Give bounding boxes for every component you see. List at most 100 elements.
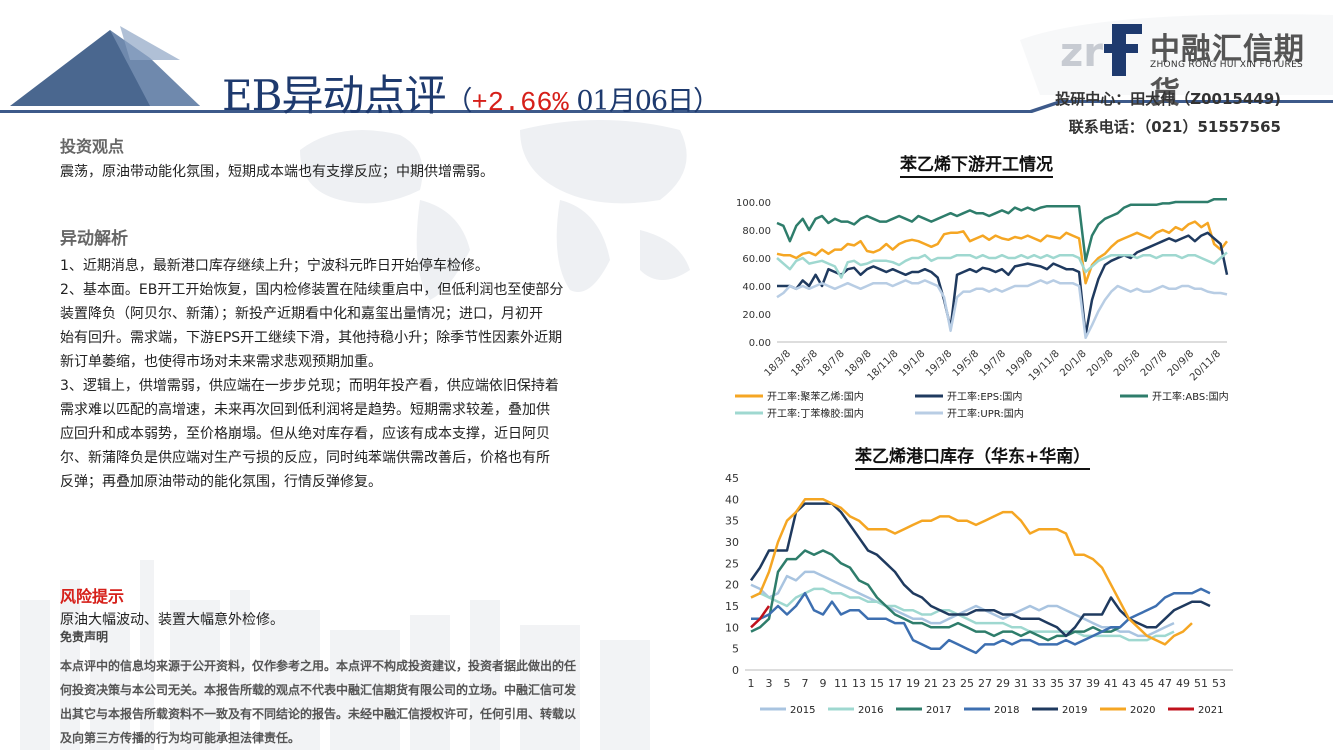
chart1-series-line [776, 279, 1228, 340]
chart2-xtick-label: 43 [1122, 677, 1136, 690]
chart1-xtick-label: 18/7/8 [816, 348, 847, 379]
title-close-paren: ） [693, 86, 720, 117]
risk-text: 原油大幅波动、装置大幅意外检修。 [60, 612, 284, 628]
chart1-ytick-label: 80.00 [742, 226, 771, 237]
view-heading: 投资观点 [60, 137, 125, 156]
chart2-ytick-label: 30 [725, 536, 739, 549]
title-date: 01月06日 [569, 86, 694, 117]
chart2-xtick-label: 15 [870, 677, 884, 690]
chart2-xtick-label: 21 [924, 677, 938, 690]
chart2-ytick-label: 20 [725, 579, 739, 592]
chart2-xtick-label: 9 [820, 677, 827, 690]
view-text: 震荡，原油带动能化氛围，短期成本端也有支撑反应；中期供增需弱。 [60, 164, 494, 180]
analysis-line: 反弹；再叠加原油带动的能化氛围，行情反弹修复。 [60, 474, 382, 490]
disclaimer-line: 出其它与本报告所载资料不一致及有不同结论的报告。未经中融汇信授权许可，任何引用、… [60, 707, 577, 721]
chart2-series-line [749, 502, 1211, 638]
analysis-line: 1、近期消息，最新港口库存继续上升；宁波科元昨日开始停车检修。 [60, 258, 489, 274]
chart1-xtick-label: 19/5/8 [951, 348, 982, 379]
chart1-xtick-label: 19/3/8 [924, 348, 955, 379]
chart1-legend-label: 开工率:聚苯乙烯:国内 [767, 390, 864, 403]
chart2-xtick-label: 35 [1050, 677, 1064, 690]
disclaimer-line: 及向第三方传播的行为均可能承担法律责任。 [60, 731, 301, 745]
chart1-xtick-label: 19/1/8 [897, 348, 928, 379]
chart1-ytick-label: 20.00 [742, 310, 771, 321]
disclaimer-line: 本点评中的信息均来源于公开资料，仅作参考之用。本点评不构成投资建议，投资者据此做… [60, 659, 577, 673]
analysis-text: 1、近期消息，最新港口库存继续上升；宁波科元昨日开始停车检修。 2、基本面。EB… [60, 254, 563, 494]
chart1-xtick-label: 20/5/8 [1112, 348, 1143, 379]
chart1-ytick-label: 60.00 [742, 254, 771, 265]
chart1-legend-label: 开工率:丁苯橡胶:国内 [767, 407, 864, 420]
chart2-xtick-label: 45 [1140, 677, 1154, 690]
analysis-line: 需求难以匹配的高增速，未来再次回到低利润将是趋势。短期需求较差，叠加供 [60, 402, 550, 418]
chart1-series-line [777, 231, 1229, 337]
disclaimer-line: 何投资决策与本公司无关。本报告所载的观点不代表中融汇信期货有限公司的立场。中融汇… [60, 683, 577, 697]
chart2-ytick-label: 0 [732, 664, 739, 677]
chart2-xtick-label: 13 [852, 677, 866, 690]
chart1-xtick-label: 20/7/8 [1139, 348, 1170, 379]
title-main: EB异动点评 [222, 71, 447, 120]
chart2-ytick-label: 35 [725, 515, 739, 528]
chart2-series-line [750, 605, 771, 629]
chart2-xtick-label: 11 [834, 677, 848, 690]
chart1-series-line [776, 197, 1227, 263]
researcher-info: 投研中心：田大伟（Z0015449) [1055, 90, 1281, 108]
chart1-xtick-label: 19/7/8 [978, 348, 1009, 379]
chart1-ytick-label: 40.00 [742, 282, 771, 293]
chart2-legend-label: 2015 [790, 705, 815, 716]
chart2-xtick-label: 29 [996, 677, 1010, 690]
chart2-ytick-label: 15 [725, 600, 739, 613]
disclaimer-text: 本点评中的信息均来源于公开资料，仅作参考之用。本点评不构成投资建议，投资者据此做… [60, 654, 576, 750]
chart1-xtick-label: 18/5/8 [789, 348, 820, 379]
page-title: EB异动点评（+2.66% 01月06日） [222, 62, 720, 123]
chart2-ytick-label: 45 [725, 472, 739, 485]
title-date-text: 01月06日 [576, 86, 694, 117]
chart2-legend-label: 2018 [994, 705, 1019, 716]
chart2-series-line [750, 570, 1175, 638]
chart2-legend-label: 2021 [1198, 705, 1223, 716]
analysis-line: 尔、新蒲降负是供应端对生产亏损的反应，同时纯苯端供需改善后，价格也有所 [60, 450, 550, 466]
chart2-ytick-label: 25 [725, 557, 739, 570]
chart2-title: 苯乙烯港口库存（华东+华南） [855, 442, 1091, 470]
chart1-xtick-label: 20/1/8 [1058, 348, 1089, 379]
chart2-legend-label: 2019 [1062, 705, 1087, 716]
chart2-xtick-label: 53 [1212, 677, 1226, 690]
chart2-legend-label: 2016 [858, 705, 883, 716]
analysis-line: 2、基本面。EB开工开始恢复，国内检修装置在陆续重启中，但低利润也至使部分 [60, 282, 564, 298]
chart2-legend-label: 2020 [1130, 705, 1155, 716]
title-open-paren: （ [445, 86, 473, 117]
analysis-line: 新订单萎缩，也使得市场对未来需求悲观预期加重。 [60, 354, 382, 370]
chart2-series-line [751, 587, 1211, 655]
chart2-xtick-label: 41 [1104, 677, 1118, 690]
chart1-title: 苯乙烯下游开工情况 [900, 150, 1053, 178]
chart2-series-line [750, 587, 1175, 642]
chart2-ytick-label: 10 [725, 621, 739, 634]
chart2-ytick-label: 40 [725, 493, 739, 506]
risk-heading: 风险提示 [60, 587, 125, 606]
chart2-xtick-label: 5 [784, 677, 791, 690]
chart2-xtick-label: 49 [1176, 677, 1190, 690]
chart1-legend-label: 开工率:EPS:国内 [947, 390, 1022, 403]
chart2-xtick-label: 31 [1014, 677, 1028, 690]
chart2-xtick-label: 3 [766, 677, 773, 690]
logo-chinese-name: 中融汇信期货 [1150, 32, 1305, 111]
chart1-series-line [776, 220, 1228, 285]
chart2-series-line [750, 498, 1193, 646]
chart1-series-line [776, 251, 1228, 279]
chart2-xtick-label: 33 [1032, 677, 1046, 690]
chart2-xtick-label: 19 [906, 677, 920, 690]
chart1-downstream-operating-rates: 0.00 20.00 40.00 60.00 80.00 100.00 18/3/818/5… [735, 197, 1229, 420]
logo-english-name: ZHONG RONG HUI XIN FUTURES [1150, 60, 1304, 70]
chart1-ytick-label: 0.00 [749, 338, 771, 349]
chart2-xtick-label: 7 [802, 677, 809, 690]
chart1-legend-label: 开工率:UPR:国内 [947, 407, 1024, 420]
chart2-xtick-label: 47 [1158, 677, 1172, 690]
chart2-xtick-label: 51 [1194, 677, 1208, 690]
company-logo-icon: zr [1060, 24, 1142, 76]
chart2-xtick-label: 27 [978, 677, 992, 690]
chart2-series-line [750, 549, 1121, 642]
chart2-xtick-label: 25 [960, 677, 974, 690]
chart2-xtick-label: 1 [748, 677, 755, 690]
chart1-legend-label: 开工率:ABS:国内 [1152, 390, 1229, 403]
